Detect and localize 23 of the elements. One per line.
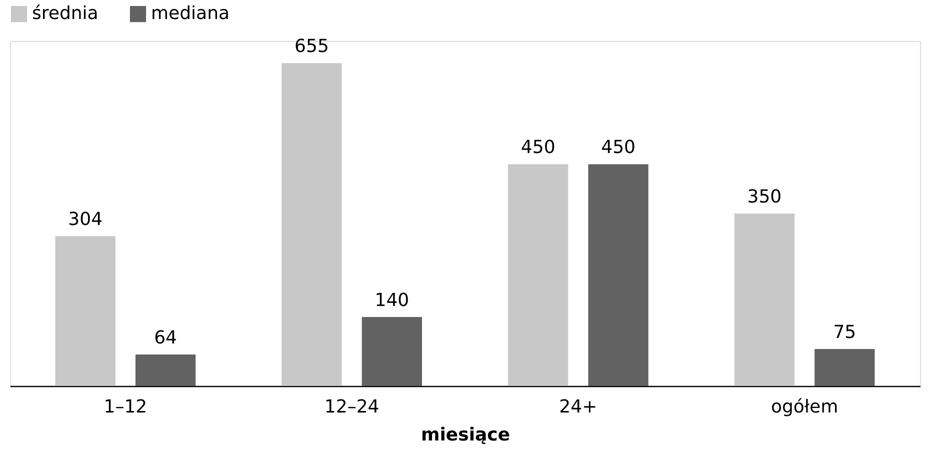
data-label: 450 — [520, 137, 556, 158]
bar — [588, 164, 648, 386]
x-tick-label: 12–24 — [324, 396, 380, 418]
x-axis-title: miesiące — [420, 424, 510, 446]
data-label: 350 — [747, 186, 782, 208]
data-label: 450 — [601, 137, 636, 158]
data-label: 75 — [833, 322, 856, 344]
data-label: 140 — [374, 290, 410, 311]
x-tick-label: ogółem — [770, 396, 838, 418]
x-tick-label: 1–12 — [104, 396, 148, 418]
x-tick-label: 24+ — [559, 396, 598, 418]
bar — [508, 164, 568, 386]
bar — [135, 354, 196, 386]
bar — [362, 317, 422, 386]
data-label: 655 — [294, 36, 329, 58]
bar — [55, 236, 116, 386]
bar — [814, 349, 875, 386]
data-label: 64 — [154, 327, 177, 348]
data-label: 304 — [68, 209, 103, 230]
legend-label: średnia — [32, 3, 98, 24]
bar — [734, 214, 795, 386]
legend-label: mediana — [151, 3, 230, 24]
bar — [282, 63, 342, 386]
